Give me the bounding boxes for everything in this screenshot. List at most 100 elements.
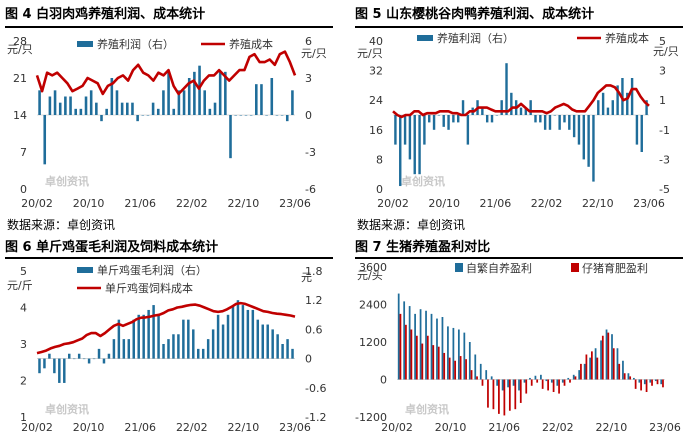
bar [442,115,445,127]
bar [197,348,200,359]
bar-piglet-fattening [634,379,637,389]
chart-panel-2: 图 5 山东樱桃谷肉鸭养殖利润、成本统计 卓创资讯 0 8 16 24 32 40 -5 -3 -… [355,4,683,236]
bar-piglet-fattening [470,370,473,380]
bar [630,78,634,115]
bar-piglet-fattening [405,324,407,380]
bar [597,100,600,115]
bar [246,309,250,359]
cost-line [35,50,297,96]
bar-piglet-fattening [454,360,457,380]
x-tick-label: 22/10 [582,197,614,210]
bar [102,358,106,364]
x-tick-label: 22/02 [176,421,208,434]
bar-self-breeding [479,363,482,380]
data-source: 数据来源：卓创资讯 [357,218,466,232]
y-tick-label-right: -1 [659,124,670,137]
bar-self-breeding [490,376,493,380]
bar-piglet-fattening [563,379,566,386]
bar-self-breeding [397,293,400,380]
y-tick-label-left: 0 [20,183,27,196]
bar-piglet-fattening [476,376,478,380]
bar-piglet-fattening [514,379,517,410]
bar-self-breeding [430,313,433,380]
legend-label: 自繁自养盈利 [466,261,532,275]
bar-self-breeding [441,317,444,380]
x-tick-label: 22/02 [542,421,574,434]
bar-piglet-fattening [607,332,610,380]
bar [519,107,523,115]
bar [120,102,124,115]
bar-piglet-fattening [558,379,560,394]
bar-self-breeding [457,329,460,380]
bar [177,334,180,359]
bar [187,78,191,115]
bar-piglet-fattening [585,354,588,380]
bar-self-breeding [501,379,504,391]
bar-piglet-fattening [552,379,555,392]
bar-piglet-fattening [410,329,413,380]
legend-swatch-bar [417,35,433,41]
bar [48,96,52,115]
bar [172,334,175,359]
bar [500,100,503,115]
bar [193,71,196,115]
y-tick-label-left: 32 [369,65,383,78]
bar [208,108,212,115]
bar [255,84,258,115]
y-tick-label-left: 3600 [359,261,387,274]
bar [587,115,590,167]
bar [244,115,248,116]
bar-self-breeding [474,354,477,380]
bar-piglet-fattening [432,345,435,380]
bar [626,92,629,115]
bar [192,329,195,359]
bar-piglet-fattening [569,379,571,383]
bar-self-breeding [638,379,641,383]
bar [92,358,96,360]
legend-label: 养殖成本 [229,37,273,51]
y-unit-right: 元 [301,271,312,284]
bar-piglet-fattening [618,363,621,380]
y-tick-label-right: 0 [305,353,312,366]
legend-label: 养殖成本 [605,31,649,45]
bar [490,115,494,123]
cost-line [36,301,296,355]
bar [539,115,542,123]
bar [74,108,77,115]
bar [408,115,412,160]
x-tick-label: 23/06 [649,421,681,434]
bar [611,100,614,115]
bar-piglet-fattening [662,379,664,388]
y-tick-label-right: 3 [305,72,312,85]
bar [115,90,119,115]
bar-self-breeding [567,377,570,380]
bar [260,84,263,115]
bar [131,102,134,115]
bar [437,115,441,116]
x-tick-label: 22/10 [228,197,260,210]
bar-piglet-fattening [448,357,451,380]
x-tick-label: 21/06 [124,421,156,434]
legend-label: 养殖利润（右） [437,31,514,45]
bar [635,115,639,145]
bar-self-breeding [452,327,455,380]
y-tick-label-left: 8 [376,153,383,166]
bar-piglet-fattening [596,357,599,380]
y-tick-label-right: 1.2 [305,294,323,307]
bar-self-breeding [529,377,531,380]
bar-self-breeding [463,332,466,380]
title-rule [355,257,683,259]
chart-panel-1: 图 4 白羽肉鸡养殖利润、成本统计 卓创资讯 0 7 14 21 28 -6 -3 0 3 6 元/只… [5,4,333,236]
bar-piglet-fattening [465,359,467,380]
bar [95,102,98,115]
bar [601,92,605,115]
bar-piglet-fattening [492,379,495,410]
bar [64,96,67,115]
bar-self-breeding [518,379,520,391]
x-tick-label: 20/02 [21,197,53,210]
bar [122,339,126,359]
bar [495,115,499,116]
bar-piglet-fattening [580,363,582,380]
watermark: 卓创资讯 [401,174,445,188]
